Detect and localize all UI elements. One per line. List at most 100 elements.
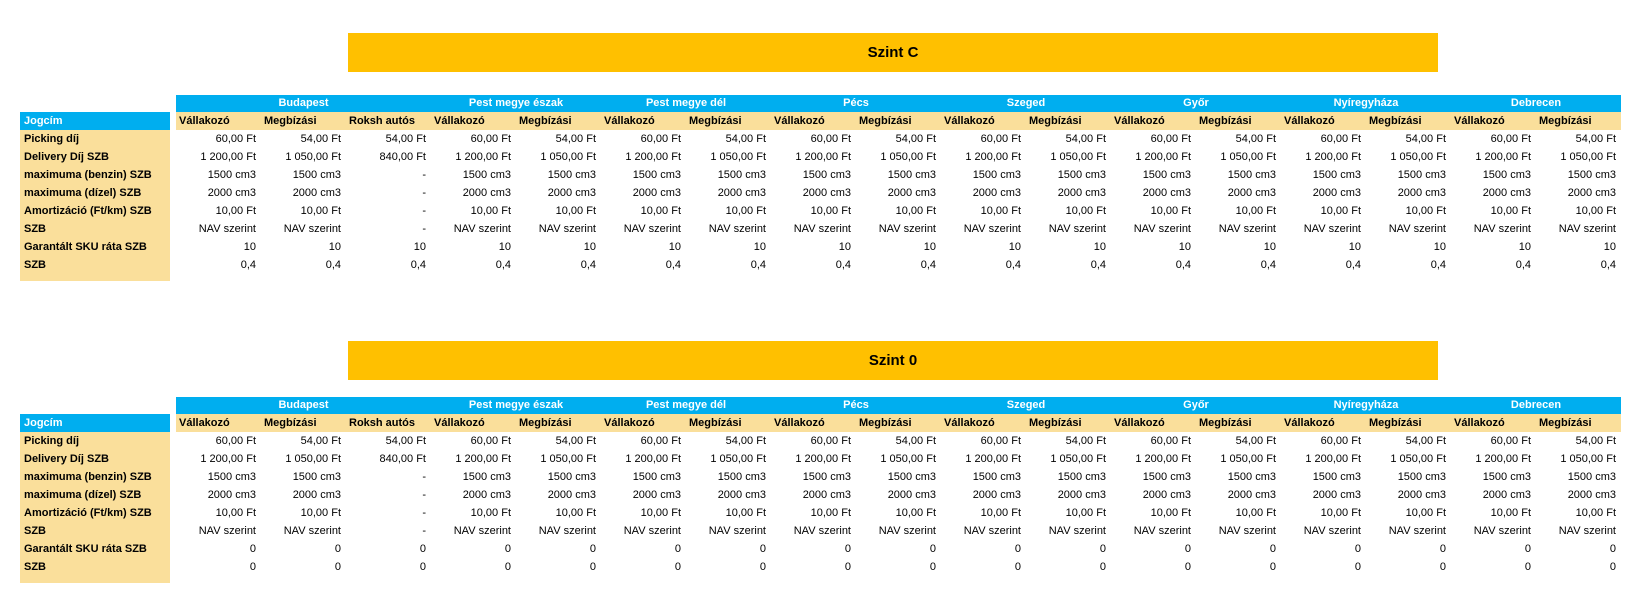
row-label[interactable]: SZB: [20, 522, 170, 540]
value-cell[interactable]: NAV szerint: [1281, 522, 1366, 540]
value-cell[interactable]: 54,00 Ft: [516, 432, 601, 450]
value-cell[interactable]: 10: [1536, 238, 1621, 256]
value-cell[interactable]: 10: [856, 238, 941, 256]
value-cell[interactable]: 10,00 Ft: [1281, 202, 1366, 220]
value-cell[interactable]: 1 050,00 Ft: [516, 148, 601, 166]
value-cell[interactable]: 0: [1451, 540, 1536, 558]
value-cell[interactable]: 0: [176, 558, 261, 576]
value-cell[interactable]: -: [346, 504, 431, 522]
value-cell[interactable]: 10,00 Ft: [601, 202, 686, 220]
value-cell[interactable]: 1500 cm3: [176, 468, 261, 486]
value-cell[interactable]: NAV szerint: [431, 522, 516, 540]
value-cell[interactable]: 54,00 Ft: [1026, 130, 1111, 148]
value-cell[interactable]: 2000 cm3: [516, 486, 601, 504]
region-header[interactable]: Pécs: [771, 95, 941, 112]
value-cell[interactable]: 60,00 Ft: [1281, 130, 1366, 148]
value-cell[interactable]: 60,00 Ft: [1451, 130, 1536, 148]
value-cell[interactable]: 54,00 Ft: [261, 432, 346, 450]
value-cell[interactable]: 54,00 Ft: [1536, 432, 1621, 450]
value-cell[interactable]: NAV szerint: [516, 220, 601, 238]
value-cell[interactable]: 10,00 Ft: [1536, 504, 1621, 522]
value-cell[interactable]: 2000 cm3: [856, 486, 941, 504]
column-header[interactable]: Vállakozó: [941, 414, 1026, 432]
column-header[interactable]: Vállakozó: [601, 112, 686, 130]
value-cell[interactable]: 1 200,00 Ft: [1281, 148, 1366, 166]
value-cell[interactable]: NAV szerint: [516, 522, 601, 540]
value-cell[interactable]: NAV szerint: [1536, 220, 1621, 238]
value-cell[interactable]: 0: [1536, 540, 1621, 558]
value-cell[interactable]: NAV szerint: [1536, 522, 1621, 540]
value-cell[interactable]: 2000 cm3: [1536, 184, 1621, 202]
value-cell[interactable]: NAV szerint: [431, 220, 516, 238]
value-cell[interactable]: 1500 cm3: [516, 166, 601, 184]
value-cell[interactable]: 60,00 Ft: [431, 130, 516, 148]
value-cell[interactable]: 0,4: [346, 256, 431, 274]
value-cell[interactable]: 60,00 Ft: [771, 130, 856, 148]
szint-c-banner[interactable]: Szint C: [348, 33, 1438, 72]
value-cell[interactable]: 0: [1196, 558, 1281, 576]
column-header[interactable]: Megbízási: [856, 414, 941, 432]
value-cell[interactable]: 0: [1451, 558, 1536, 576]
value-cell[interactable]: 60,00 Ft: [1111, 432, 1196, 450]
value-cell[interactable]: 10,00 Ft: [1196, 504, 1281, 522]
value-cell[interactable]: 1500 cm3: [1366, 468, 1451, 486]
value-cell[interactable]: NAV szerint: [176, 522, 261, 540]
column-header[interactable]: Megbízási: [686, 414, 771, 432]
value-cell[interactable]: 0: [1366, 540, 1451, 558]
value-cell[interactable]: 10,00 Ft: [176, 202, 261, 220]
value-cell[interactable]: 60,00 Ft: [176, 130, 261, 148]
value-cell[interactable]: 10: [1111, 238, 1196, 256]
column-header[interactable]: Megbízási: [1536, 112, 1621, 130]
column-header[interactable]: Megbízási: [1196, 112, 1281, 130]
column-header[interactable]: Vállakozó: [431, 112, 516, 130]
value-cell[interactable]: 1500 cm3: [261, 166, 346, 184]
value-cell[interactable]: 10,00 Ft: [1451, 504, 1536, 522]
region-header[interactable]: Győr: [1111, 95, 1281, 112]
value-cell[interactable]: 1500 cm3: [941, 468, 1026, 486]
value-cell[interactable]: 0: [516, 558, 601, 576]
value-cell[interactable]: 1 200,00 Ft: [601, 450, 686, 468]
value-cell[interactable]: 0: [1026, 540, 1111, 558]
value-cell[interactable]: 0,4: [1451, 256, 1536, 274]
value-cell[interactable]: 2000 cm3: [1536, 486, 1621, 504]
value-cell[interactable]: 54,00 Ft: [686, 130, 771, 148]
value-cell[interactable]: 54,00 Ft: [346, 130, 431, 148]
value-cell[interactable]: 1500 cm3: [516, 468, 601, 486]
value-cell[interactable]: 0: [346, 540, 431, 558]
value-cell[interactable]: 1500 cm3: [771, 166, 856, 184]
value-cell[interactable]: 1 200,00 Ft: [1111, 148, 1196, 166]
value-cell[interactable]: NAV szerint: [771, 220, 856, 238]
value-cell[interactable]: 2000 cm3: [1366, 486, 1451, 504]
value-cell[interactable]: 10,00 Ft: [686, 202, 771, 220]
value-cell[interactable]: 2000 cm3: [431, 486, 516, 504]
value-cell[interactable]: NAV szerint: [686, 522, 771, 540]
value-cell[interactable]: 1 200,00 Ft: [431, 450, 516, 468]
value-cell[interactable]: 10: [686, 238, 771, 256]
value-cell[interactable]: 1 050,00 Ft: [856, 148, 941, 166]
value-cell[interactable]: NAV szerint: [771, 522, 856, 540]
value-cell[interactable]: 54,00 Ft: [1536, 130, 1621, 148]
value-cell[interactable]: 2000 cm3: [686, 184, 771, 202]
value-cell[interactable]: 60,00 Ft: [941, 130, 1026, 148]
value-cell[interactable]: 0: [941, 540, 1026, 558]
value-cell[interactable]: 0,4: [431, 256, 516, 274]
value-cell[interactable]: 0: [1026, 558, 1111, 576]
value-cell[interactable]: 0: [856, 558, 941, 576]
value-cell[interactable]: 10,00 Ft: [1366, 504, 1451, 522]
value-cell[interactable]: 1500 cm3: [941, 166, 1026, 184]
value-cell[interactable]: NAV szerint: [1196, 522, 1281, 540]
value-cell[interactable]: 10: [941, 238, 1026, 256]
value-cell[interactable]: 1 200,00 Ft: [1111, 450, 1196, 468]
value-cell[interactable]: 2000 cm3: [1196, 184, 1281, 202]
value-cell[interactable]: 0,4: [261, 256, 346, 274]
value-cell[interactable]: 0,4: [771, 256, 856, 274]
value-cell[interactable]: NAV szerint: [1026, 220, 1111, 238]
value-cell[interactable]: 1500 cm3: [771, 468, 856, 486]
row-header-title[interactable]: Jogcím: [20, 112, 170, 130]
value-cell[interactable]: 10: [176, 238, 261, 256]
row-label[interactable]: SZB: [20, 558, 170, 576]
region-header[interactable]: Győr: [1111, 397, 1281, 414]
value-cell[interactable]: 10: [261, 238, 346, 256]
value-cell[interactable]: 2000 cm3: [686, 486, 771, 504]
value-cell[interactable]: 54,00 Ft: [1366, 130, 1451, 148]
